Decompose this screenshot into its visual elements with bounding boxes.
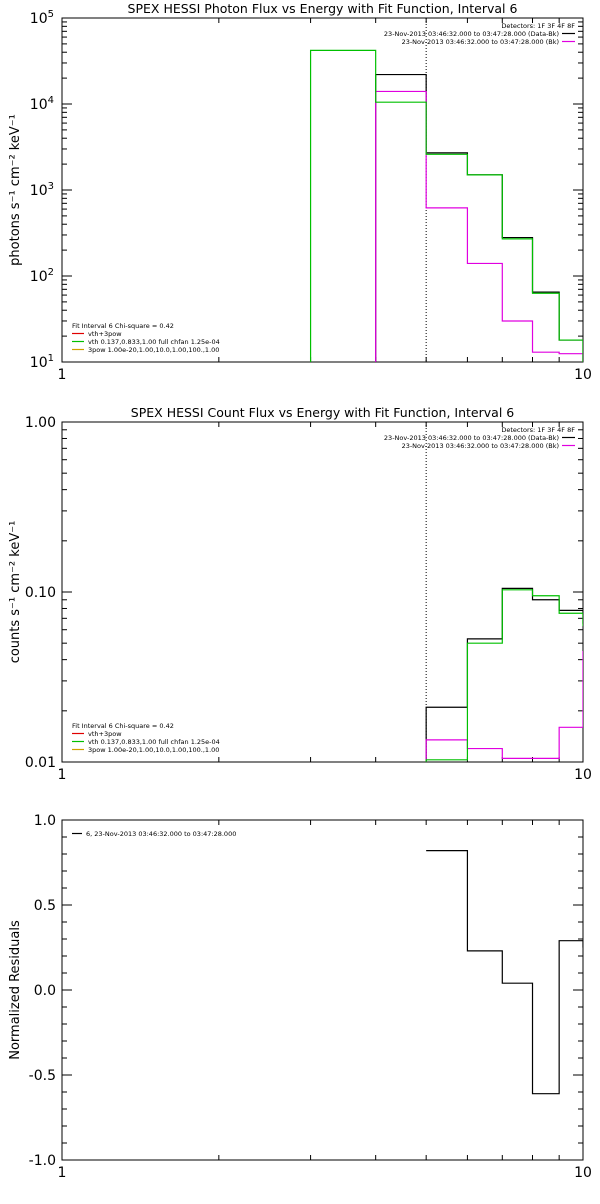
y-tick-base: 10: [30, 11, 48, 27]
plot-title: SPEX HESSI Count Flux vs Energy with Fit…: [131, 405, 514, 420]
series-line-2: [309, 49, 583, 362]
y-tick-label: 1.0: [34, 813, 56, 829]
legend-top-entry: 23-Nov-2013 03:46:32.000 to 03:47:28.000…: [384, 30, 559, 38]
x-tick-label: 10: [574, 367, 592, 383]
panel-photon: SPEX HESSI Photon Flux vs Energy with Fi…: [8, 1, 592, 383]
plot-title: SPEX HESSI Photon Flux vs Energy with Fi…: [128, 1, 518, 16]
plot-frame: [61, 421, 584, 763]
x-tick-label: 1: [58, 1165, 67, 1181]
y-tick-label: 0.01: [25, 755, 56, 771]
series-group: [425, 587, 583, 762]
y-tick-label: 105: [30, 9, 54, 27]
plot-frame: [61, 819, 584, 1161]
panel-count: SPEX HESSI Count Flux vs Energy with Fit…: [8, 405, 592, 783]
x-tick-label: 10: [574, 767, 592, 783]
y-tick-exponent: 1: [48, 353, 54, 364]
legend-top-entry: 23-Nov-2013 03:46:32.000 to 03:47:28.000…: [402, 38, 559, 46]
y-tick-exponent: 4: [48, 95, 54, 106]
y-axis-label: counts s⁻¹ cm⁻² keV⁻¹: [8, 521, 23, 664]
plot-frame: [61, 17, 584, 363]
y-tick-label: -1.0: [29, 1153, 56, 1169]
legend-detectors: Detectors: 1F 3F 4F 8F: [501, 22, 575, 30]
y-tick-base: 10: [30, 97, 48, 113]
legend-fit-entry: vth 0.137,0.833,1.00 full chfan 1.25e-04: [88, 738, 220, 746]
y-tick-label: 0.10: [25, 585, 56, 601]
y-tick-label: 0.5: [34, 898, 56, 914]
x-tick-label: 1: [58, 367, 67, 383]
y-tick-label: 103: [30, 181, 54, 199]
series-line-0: [426, 850, 583, 1095]
y-tick-label: -0.5: [29, 1068, 56, 1084]
y-tick-label: 102: [30, 267, 54, 285]
y-tick-label: 104: [30, 95, 54, 113]
series-line-1: [375, 90, 583, 362]
legend-fit-header: Fit Interval 6 Chi-square = 0.42: [72, 322, 174, 330]
y-axis-label: photons s⁻¹ cm⁻² keV⁻¹: [8, 114, 23, 266]
legend-fit-entry: vth+3pow: [88, 730, 122, 738]
y-tick-exponent: 2: [48, 267, 54, 278]
series-line-1: [425, 650, 583, 762]
y-tick-label: 101: [30, 353, 54, 371]
legend-top-entry: 23-Nov-2013 03:46:32.000 to 03:47:28.000…: [402, 442, 559, 450]
series-line-0: [425, 587, 583, 762]
y-tick-base: 10: [30, 269, 48, 285]
series-line-2: [425, 589, 583, 762]
x-tick-label: 1: [58, 767, 67, 783]
legend-detectors: Detectors: 1F 3F 4F 8F: [501, 426, 575, 434]
legend-fit-entry: 3pow 1.00e-20,1.00,10.0,1.00,100.,1.00: [88, 346, 219, 354]
panel-resid: Normalized Residuals 1 10 -1.0 -0.5 0.0 0.5 1.0…: [8, 813, 592, 1181]
y-axis-label: Normalized Residuals: [8, 920, 23, 1060]
y-tick-label: 0.0: [34, 983, 56, 999]
legend-resid-entry: 6, 23-Nov-2013 03:46:32.000 to 03:47:28.…: [86, 830, 236, 838]
y-tick-base: 10: [30, 355, 48, 371]
y-tick-label: 1.00: [25, 415, 56, 431]
x-tick-label: 10: [574, 1165, 592, 1181]
legend-fit-entry: vth+3pow: [88, 330, 122, 338]
legend-fit-entry: vth 0.137,0.833,1.00 full chfan 1.25e-04: [88, 338, 220, 346]
y-tick-exponent: 3: [48, 181, 54, 192]
legend-fit-header: Fit Interval 6 Chi-square = 0.42: [72, 722, 174, 730]
y-tick-base: 10: [30, 183, 48, 199]
series-group: [426, 850, 583, 1095]
y-tick-exponent: 5: [48, 9, 54, 20]
legend-fit-entry: 3pow 1.00e-20,1.00,10.0,1.00,100.,1.00: [88, 746, 219, 754]
series-group: [309, 49, 583, 362]
legend-top-entry: 23-Nov-2013 03:46:32.000 to 03:47:28.000…: [384, 434, 559, 442]
series-line-0: [375, 73, 583, 362]
